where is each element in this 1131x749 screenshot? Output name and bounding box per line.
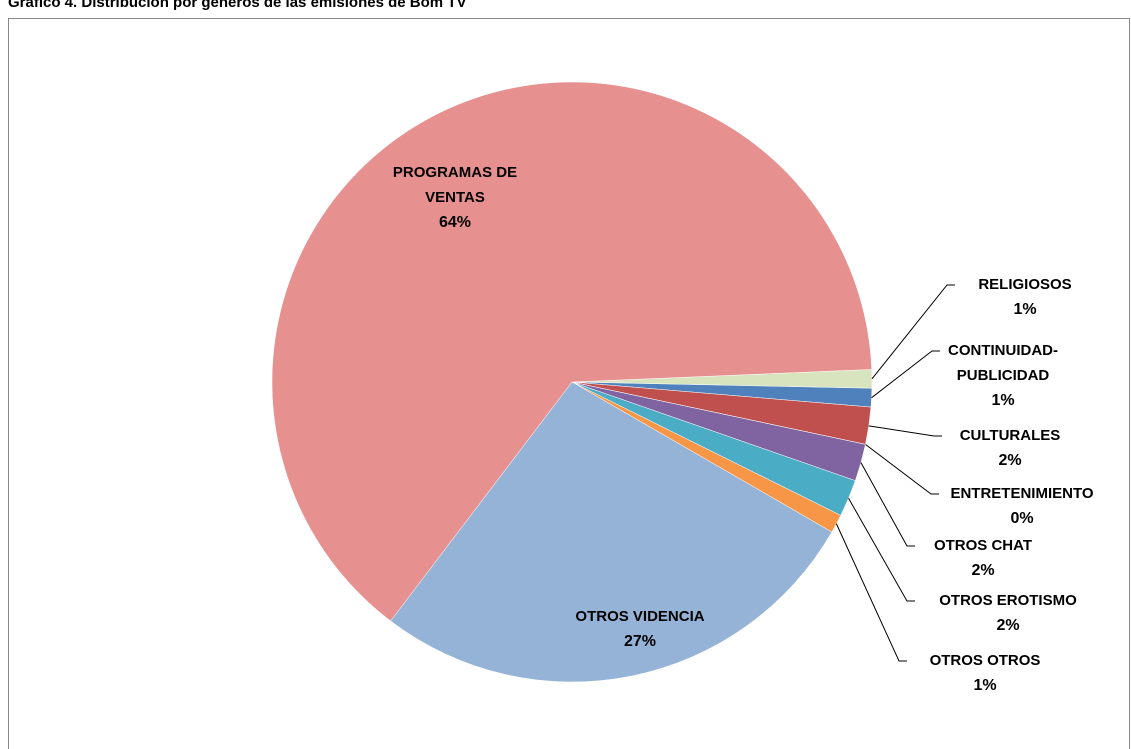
data-label: PROGRAMAS DE VENTAS 64% [390, 160, 520, 235]
label-value: 2% [998, 452, 1022, 469]
label-name: OTROS EROTISMO [939, 592, 1077, 609]
pie-slice [390, 381, 833, 683]
label-value: 1% [973, 677, 997, 694]
label-name: CULTURALES [959, 427, 1061, 444]
leader-line [860, 462, 915, 547]
leader-line [848, 498, 915, 602]
label-value: 64% [438, 214, 472, 231]
label-name: ENTRETENIMIENTO [950, 485, 1094, 502]
data-label: OTROS CHAT 2% [913, 533, 1053, 583]
data-label: CULTURALES 2% [940, 423, 1080, 473]
data-label: CONTINUIDAD-PUBLICIDAD 1% [938, 338, 1068, 413]
label-value: 1% [1013, 301, 1037, 318]
data-label: ENTRETENIMIENTO 0% [937, 481, 1107, 531]
leader-line [871, 350, 940, 399]
data-label: OTROS VIDENCIA 27% [540, 604, 740, 654]
label-name: PROGRAMAS DE VENTAS [392, 164, 518, 206]
label-value: 2% [971, 562, 995, 579]
leader-line [835, 523, 907, 662]
label-value: 1% [991, 392, 1015, 409]
chart-title: Gráfico 4. Distribución por géneros de l… [8, 0, 467, 11]
label-value: 2% [996, 617, 1020, 634]
label-name: CONTINUIDAD-PUBLICIDAD [948, 342, 1058, 384]
data-label: OTROS OTROS 1% [905, 648, 1065, 698]
leader-line [868, 425, 942, 437]
pie-slice [271, 81, 872, 622]
label-value: 27% [623, 633, 657, 650]
leader-line [871, 284, 955, 380]
data-label: RELIGIOSOS 1% [955, 272, 1095, 322]
chart-frame [8, 18, 1130, 749]
label-name: OTROS OTROS [929, 652, 1041, 669]
label-name: OTROS VIDENCIA [575, 608, 705, 625]
label-name: OTROS CHAT [933, 537, 1033, 554]
data-label: OTROS EROTISMO 2% [913, 588, 1103, 638]
label-value: 0% [1010, 510, 1034, 527]
label-name: RELIGIOSOS [978, 276, 1072, 293]
leader-line [865, 443, 939, 495]
